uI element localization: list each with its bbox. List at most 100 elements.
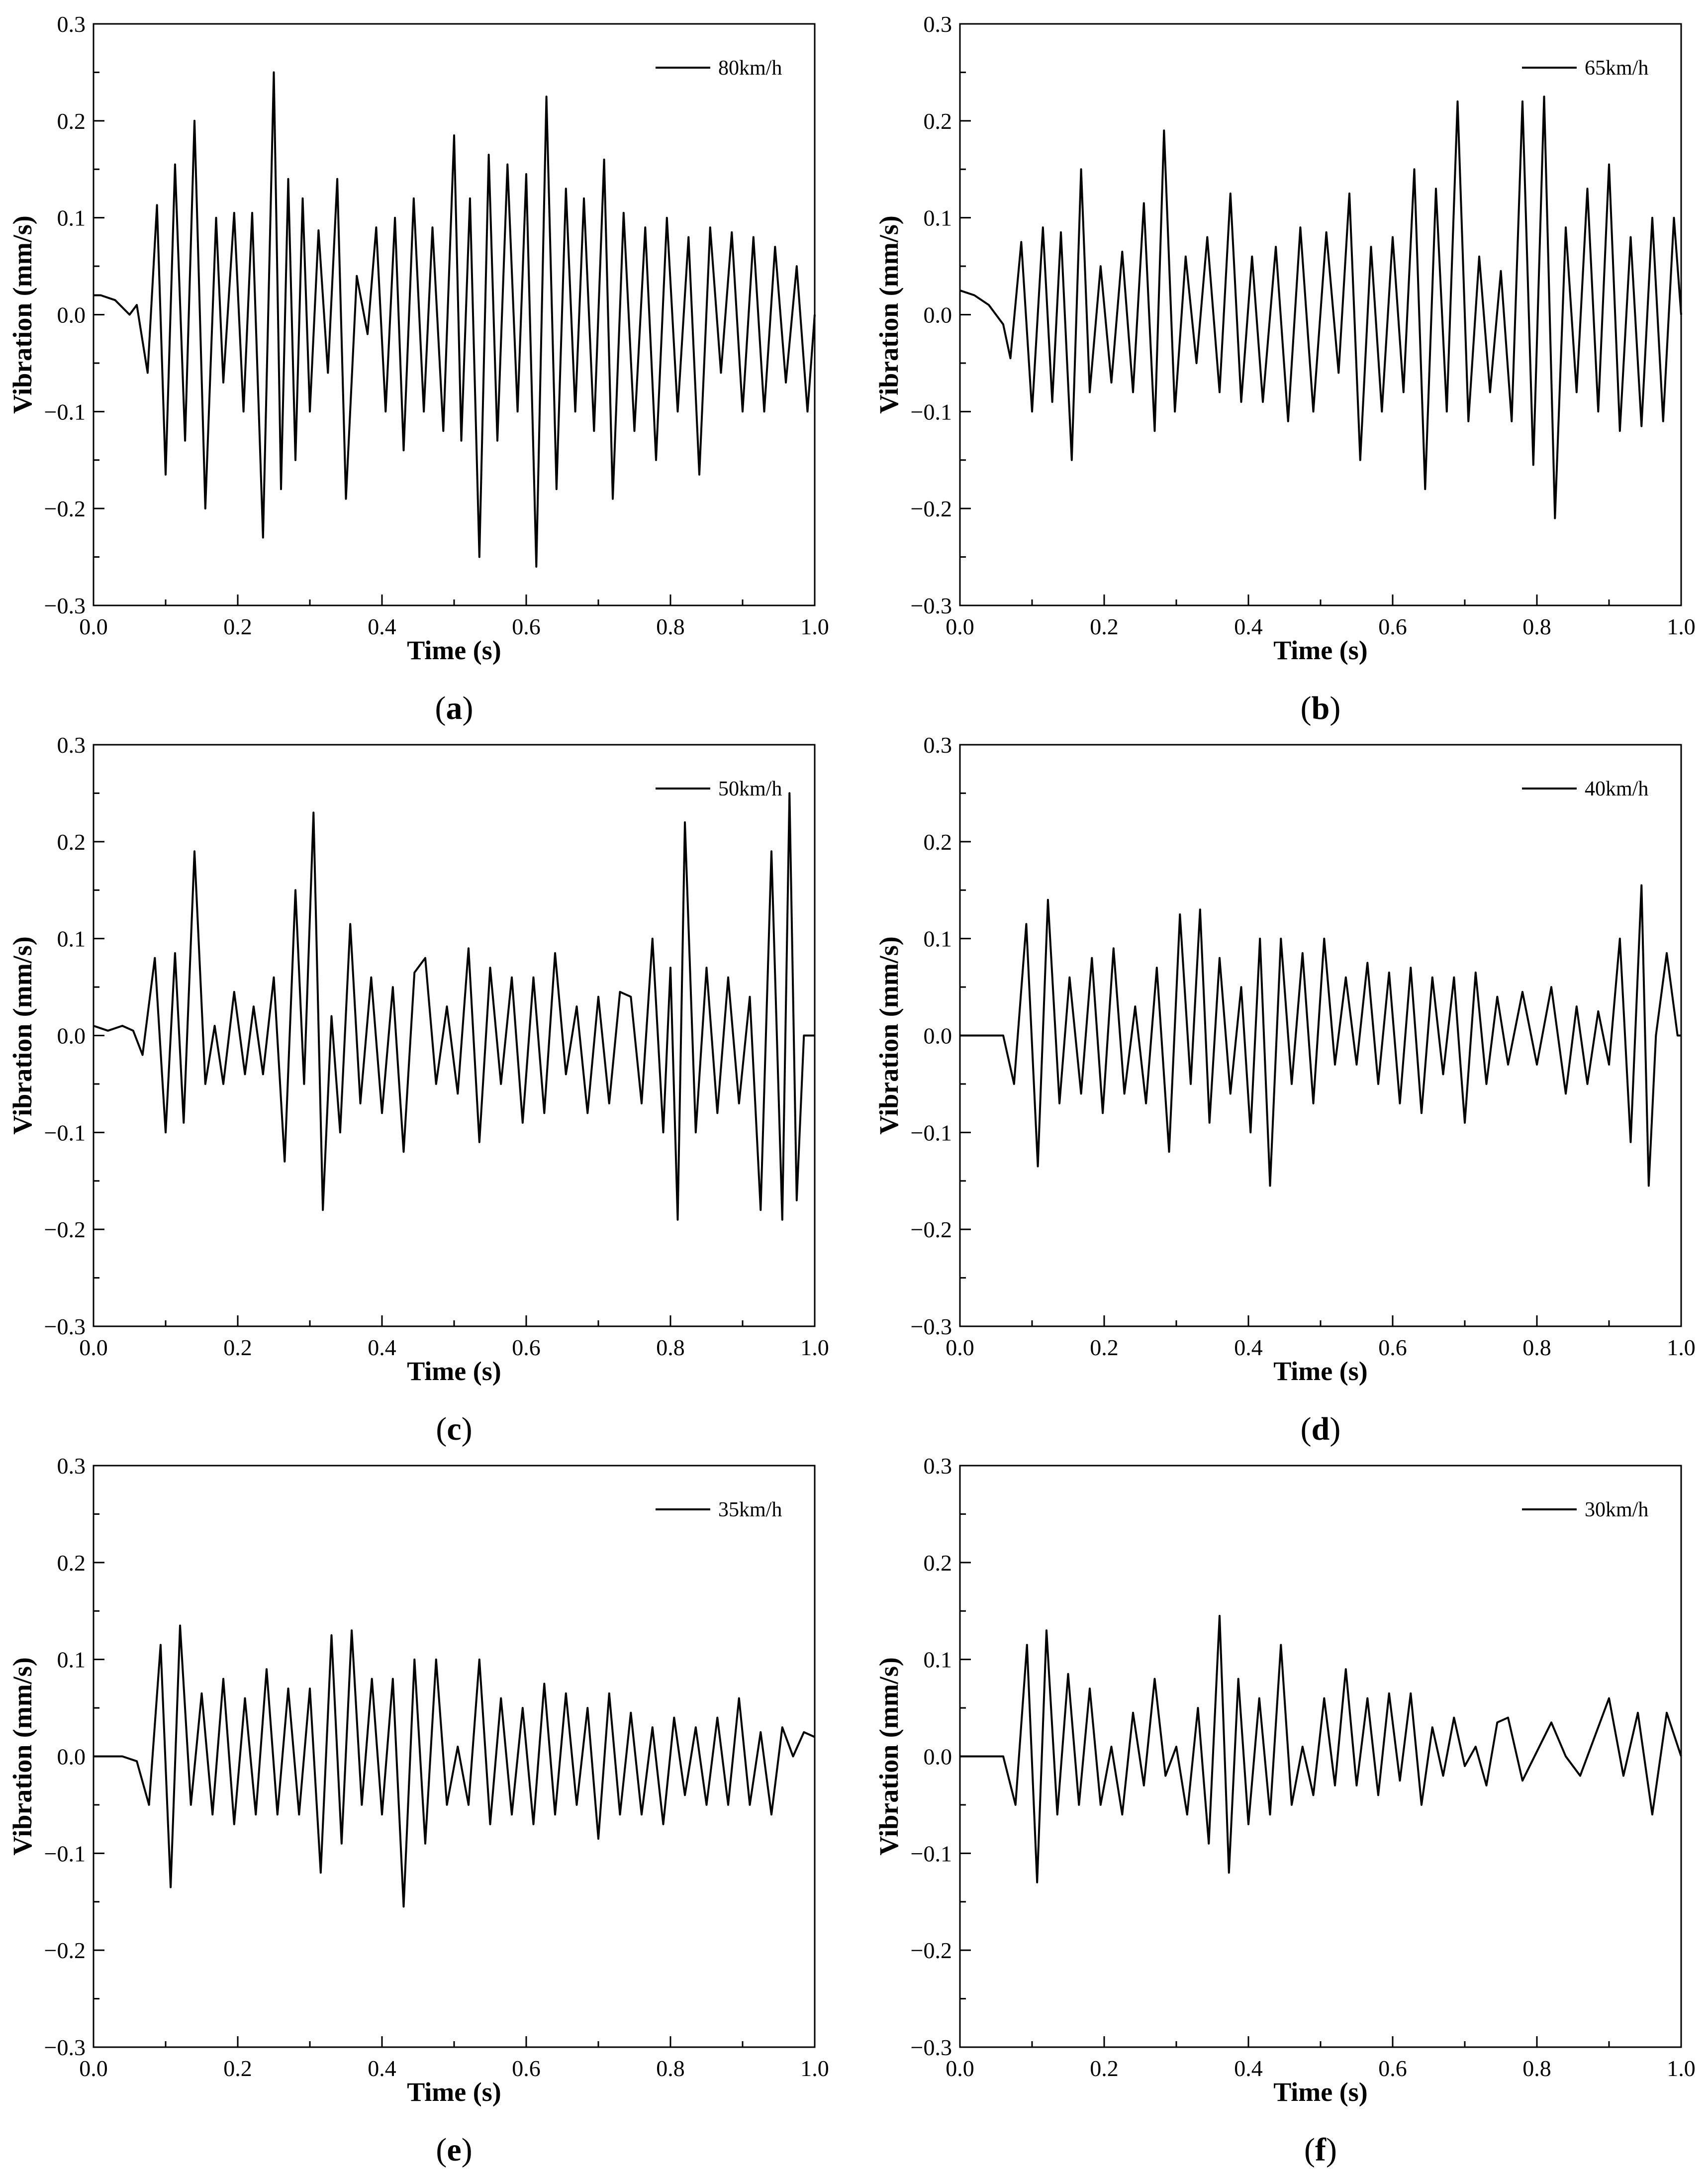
y-tick-label: −0.3 [44,593,86,618]
x-tick-label: 0.2 [223,1335,252,1360]
y-tick-label: 0.0 [924,1023,952,1049]
y-tick-label: −0.3 [44,2035,86,2060]
x-axis-title: Time (s) [407,2077,501,2107]
chart-panel-e: 0.0 0.2 0.4 0.6 0.8 1.0 0.3 0.2 0.1 0.0 −0.1 −0.2 −0… [7,1453,829,2168]
x-axis-title: Time (s) [407,1356,501,1386]
x-tick-label: 0.4 [368,1335,396,1360]
x-tick-label: 1.0 [1667,614,1696,639]
y-tick-label: −0.1 [911,1120,952,1145]
y-tick-label: −0.3 [44,1314,86,1339]
x-axis-title: Time (s) [1273,2077,1367,2107]
chart-panel-c: 0.0 0.2 0.4 0.6 0.8 1.0 0.3 0.2 0.1 0.0 −0.1 −0.2 −0… [7,732,829,1447]
x-tick-label: 1.0 [1667,2056,1696,2081]
x-tick-label: 0.8 [1522,1335,1551,1360]
x-tick-label: 0.6 [1378,2056,1407,2081]
y-tick-label: 0.0 [57,1023,86,1049]
series-line [960,1615,1682,1883]
y-tick-label: −0.2 [911,496,952,521]
x-tick-label: 0.0 [79,1335,108,1360]
x-tick-label: 0.8 [656,2056,685,2081]
series-line [959,96,1682,519]
x-tick-label: 0.6 [512,1335,541,1360]
x-tick-label: 0.2 [1090,614,1119,639]
y-tick-label: 0.2 [924,108,952,134]
x-tick-label: 0.0 [946,2056,974,2081]
y-axis-title: Vibration (mm/s) [874,215,904,413]
x-tick-label: 1.0 [800,614,829,639]
panel-label-a: (a) [435,690,474,726]
y-axis-title: Vibration (mm/s) [7,215,37,413]
x-tick-label: 0.8 [1522,614,1551,639]
legend-label: 35km/h [718,1498,782,1521]
panel-label-c: (c) [436,1411,472,1447]
y-tick-label: 0.0 [57,302,86,328]
legend-label: 30km/h [1585,1498,1648,1521]
series-line [94,1624,815,1908]
series-line [94,71,816,568]
y-tick-label: 0.3 [57,1453,86,1479]
x-tick-label: 0.0 [79,614,108,639]
x-axis-title: Time (s) [1273,635,1367,665]
y-tick-label: −0.3 [911,2035,952,2060]
x-tick-label: 0.0 [946,614,974,639]
y-tick-label: −0.3 [911,1314,952,1339]
y-tick-label: 0.2 [57,829,86,855]
y-tick-label: −0.3 [911,593,952,618]
y-tick-label: −0.2 [911,1938,952,1963]
panel-label-d: (d) [1301,1411,1341,1447]
y-tick-label: 0.2 [924,1550,952,1576]
series-line [93,792,815,1221]
legend-label: 65km/h [1585,57,1648,80]
x-tick-label: 0.4 [1234,614,1263,639]
y-tick-label: −0.1 [44,1841,86,1866]
x-tick-label: 0.6 [1378,1335,1407,1360]
y-tick-label: 0.3 [57,11,86,37]
y-tick-label: 0.2 [57,108,86,134]
chart-panel-a: 0.0 0.2 0.4 0.6 0.8 1.0 0.3 0.2 0.1 0.0 −0.1 −0.2 −0… [7,11,829,726]
chart-panel-d: 0.0 0.2 0.4 0.6 0.8 1.0 0.3 0.2 0.1 0.0 −0.1 −0.2 −0… [874,732,1696,1447]
y-tick-label: −0.2 [44,496,86,521]
x-tick-label: 1.0 [800,2056,829,2081]
x-tick-label: 0.8 [656,614,685,639]
legend-label: 50km/h [718,778,782,800]
panel-label-e: (e) [436,2132,472,2168]
x-tick-label: 0.8 [1522,2056,1551,2081]
y-tick-label: −0.2 [44,1217,86,1242]
y-tick-label: 0.1 [57,1647,86,1673]
y-tick-label: 0.1 [924,205,952,231]
legend-label: 80km/h [718,57,782,80]
x-tick-label: 0.0 [79,2056,108,2081]
x-tick-label: 0.4 [368,2056,396,2081]
chart-panel-f: 0.0 0.2 0.4 0.6 0.8 1.0 0.3 0.2 0.1 0.0 −0.1 −0.2 −0… [874,1453,1696,2168]
y-tick-label: 0.1 [57,926,86,952]
y-tick-label: −0.1 [911,399,952,424]
plot-frame [959,1465,1682,2048]
x-tick-label: 0.0 [946,1335,974,1360]
y-tick-label: 0.3 [924,1453,952,1479]
y-axis-title: Vibration (mm/s) [7,936,37,1134]
y-tick-label: −0.2 [911,1217,952,1242]
y-tick-label: −0.1 [911,1841,952,1866]
x-tick-label: 0.8 [656,1335,685,1360]
series-line [960,884,1681,1187]
y-tick-label: 0.1 [924,926,952,952]
x-tick-label: 0.6 [512,2056,541,2081]
y-tick-label: 0.1 [924,1647,952,1673]
y-tick-label: 0.3 [924,11,952,37]
y-tick-label: 0.0 [924,302,952,328]
y-tick-label: −0.1 [44,1120,86,1145]
y-tick-label: 0.0 [924,1744,952,1770]
plot-frame [93,1465,816,2048]
plot-frame [93,744,816,1327]
y-tick-label: 0.3 [57,732,86,758]
x-tick-label: 0.2 [223,614,252,639]
y-tick-label: 0.0 [57,1744,86,1770]
x-tick-label: 0.2 [1090,1335,1119,1360]
y-axis-title: Vibration (mm/s) [874,1657,904,1855]
y-tick-label: −0.1 [44,399,86,424]
x-tick-label: 0.4 [368,614,396,639]
y-tick-label: 0.3 [924,732,952,758]
x-tick-label: 0.6 [1378,614,1407,639]
